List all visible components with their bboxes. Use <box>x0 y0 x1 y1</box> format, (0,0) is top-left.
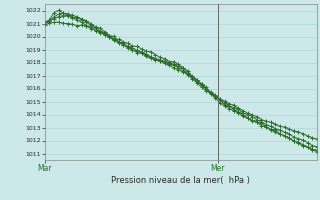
X-axis label: Pression niveau de la mer(  hPa ): Pression niveau de la mer( hPa ) <box>111 176 250 185</box>
